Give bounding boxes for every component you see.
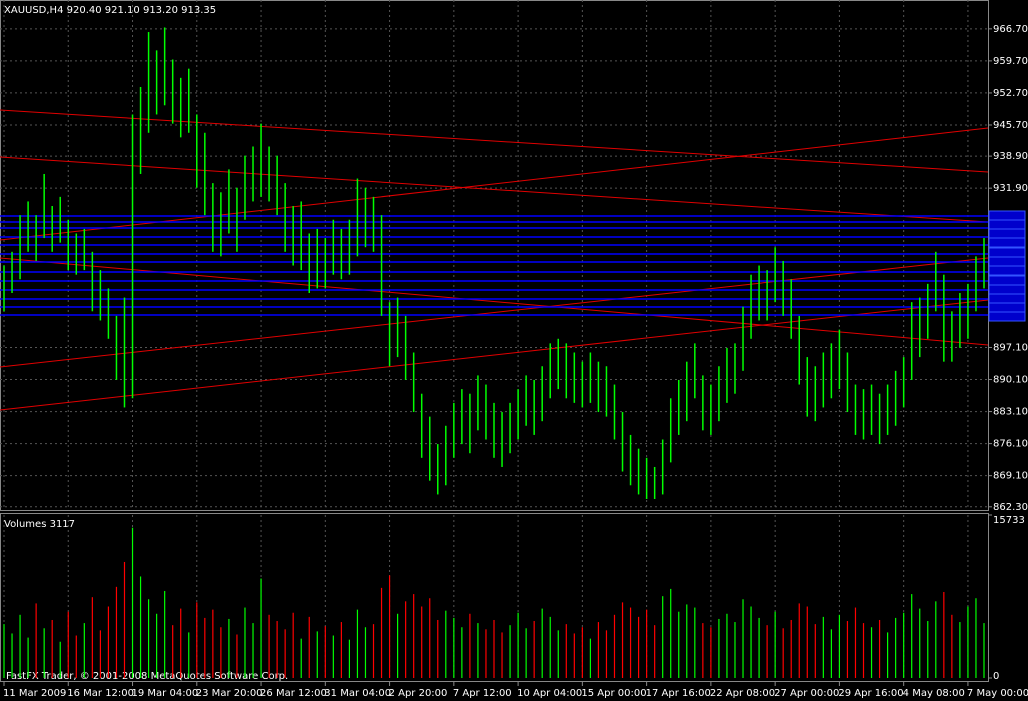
y-tick-label: 945.70 — [993, 120, 1028, 131]
x-tick-label: 2 Apr 20:00 — [389, 688, 448, 699]
y-tick-label: 862.30 — [993, 502, 1028, 513]
x-tick-label: 27 Apr 00:00 — [774, 688, 839, 699]
volume-panel-frame — [0, 513, 989, 682]
y-tick-label: 869.10 — [993, 471, 1028, 482]
x-tick-label: 31 Mar 04:00 — [324, 688, 391, 699]
copyright: FastFX Trader, © 2001-2008 MetaQuotes So… — [6, 671, 288, 682]
level-price-tags — [988, 210, 1026, 322]
chart-title: XAUUSD,H4 920.40 921.10 913.20 913.35 — [4, 5, 216, 16]
x-tick-label: 16 Mar 12:00 — [67, 688, 134, 699]
trend-line — [0, 156, 989, 223]
x-tick-label: 7 Apr 12:00 — [453, 688, 512, 699]
y-tick-label: 15733 — [993, 515, 1025, 526]
x-tick-label: 11 Mar 2009 — [3, 688, 66, 699]
x-tick-label: 19 Mar 04:00 — [132, 688, 199, 699]
drawn-objects — [0, 109, 1026, 411]
volume-title: Volumes 3117 — [4, 519, 75, 530]
y-tick-label: 876.10 — [993, 439, 1028, 450]
y-tick-label: 883.10 — [993, 407, 1028, 418]
x-tick-label: 7 May 00:00 — [967, 688, 1028, 699]
x-tick-label: 29 Apr 16:00 — [838, 688, 903, 699]
y-tick-label: 938.90 — [993, 151, 1028, 162]
x-tick-label: 10 Apr 04:00 — [517, 688, 582, 699]
trend-line — [0, 257, 989, 368]
x-tick-label: 4 May 08:00 — [903, 688, 965, 699]
x-tick-label: 15 Apr 00:00 — [581, 688, 646, 699]
x-tick-label: 17 Apr 16:00 — [646, 688, 711, 699]
y-tick-label: 931.90 — [993, 183, 1028, 194]
x-tick-label: 22 Apr 08:00 — [710, 688, 775, 699]
y-tick-label: 959.70 — [993, 56, 1028, 67]
y-tick-label: 0 — [993, 671, 999, 682]
x-tick-label: 26 Mar 12:00 — [260, 688, 327, 699]
y-tick-label: 890.10 — [993, 375, 1028, 386]
x-tick-label: 23 Mar 20:00 — [196, 688, 263, 699]
y-tick-label: 897.10 — [993, 342, 1028, 353]
y-tick-label: 952.70 — [993, 88, 1028, 99]
trend-line — [0, 299, 989, 411]
y-tick-label: 966.70 — [993, 24, 1028, 35]
trend-line — [0, 109, 989, 173]
horizontal-levels — [0, 215, 988, 316]
